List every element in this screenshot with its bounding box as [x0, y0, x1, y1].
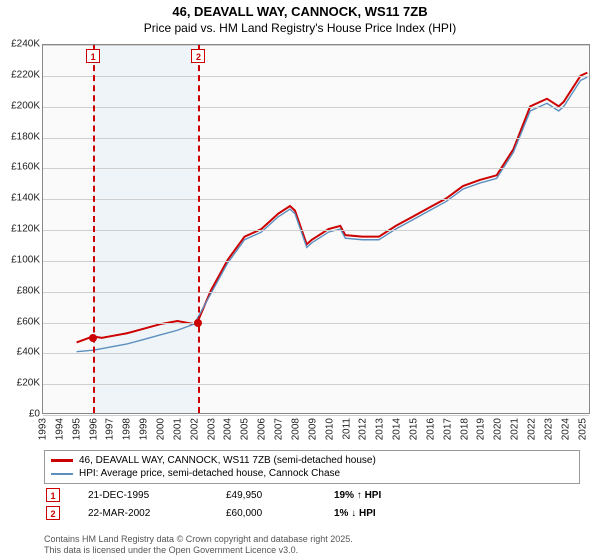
chart-title: 46, DEAVALL WAY, CANNOCK, WS11 7ZB: [0, 0, 600, 21]
legend-swatch-2: [51, 473, 73, 475]
transaction-date: 21-DEC-1995: [88, 490, 198, 501]
y-axis-tick: £140K: [0, 193, 40, 204]
x-axis-tick: 2021: [510, 418, 521, 440]
footer-attribution: Contains HM Land Registry data © Crown c…: [44, 534, 353, 557]
x-axis-tick: 2002: [189, 418, 200, 440]
transactions-list: 1 21-DEC-1995 £49,950 19% ↑ HPI 2 22-MAR-2002…: [44, 484, 580, 520]
marker-label: 1: [86, 49, 100, 63]
grid-line: [43, 323, 589, 324]
grid-line: [43, 168, 589, 169]
x-axis-tick: 1994: [54, 418, 65, 440]
x-axis-tick: 2024: [560, 418, 571, 440]
grid-line: [43, 45, 589, 46]
x-axis-tick: 2022: [526, 418, 537, 440]
legend-swatch-1: [51, 459, 73, 462]
marker-dot: [89, 334, 97, 342]
y-axis-tick: £160K: [0, 162, 40, 173]
x-axis-tick: 2019: [476, 418, 487, 440]
x-axis-tick: 1999: [139, 418, 150, 440]
grid-line: [43, 415, 589, 416]
x-axis-tick: 2001: [172, 418, 183, 440]
legend-label-2: HPI: Average price, semi-detached house,…: [79, 468, 340, 479]
x-axis-tick: 2017: [442, 418, 453, 440]
x-axis-tick: 2000: [156, 418, 167, 440]
plot-area: 1993199419951996199719981999200020012002…: [42, 44, 590, 414]
chart-lines: [43, 45, 589, 413]
legend-row-2: HPI: Average price, semi-detached house,…: [51, 467, 573, 480]
series-hpi: [77, 77, 588, 351]
footer-line-2: This data is licensed under the Open Gov…: [44, 545, 353, 556]
x-axis-tick: 2010: [324, 418, 335, 440]
x-axis-tick: 2004: [223, 418, 234, 440]
y-axis-tick: £100K: [0, 254, 40, 265]
x-axis-tick: 2011: [341, 418, 352, 440]
transaction-marker: 2: [46, 506, 60, 520]
y-axis-tick: £0: [0, 409, 40, 420]
chart-container: 46, DEAVALL WAY, CANNOCK, WS11 7ZB Price…: [0, 0, 600, 560]
legend-box: 46, DEAVALL WAY, CANNOCK, WS11 7ZB (semi…: [44, 450, 580, 484]
x-axis-tick: 2009: [307, 418, 318, 440]
y-axis-tick: £40K: [0, 347, 40, 358]
y-axis-tick: £180K: [0, 131, 40, 142]
x-axis-tick: 2008: [290, 418, 301, 440]
footer-line-1: Contains HM Land Registry data © Crown c…: [44, 534, 353, 545]
transaction-delta: 1% ↓ HPI: [334, 508, 376, 519]
x-axis-tick: 2007: [274, 418, 285, 440]
y-axis-tick: £220K: [0, 69, 40, 80]
marker-label: 2: [191, 49, 205, 63]
y-axis-tick: £60K: [0, 316, 40, 327]
transaction-price: £49,950: [226, 490, 306, 501]
grid-line: [43, 230, 589, 231]
x-axis-tick: 2016: [425, 418, 436, 440]
transaction-price: £60,000: [226, 508, 306, 519]
y-axis-tick: £120K: [0, 224, 40, 235]
grid-line: [43, 384, 589, 385]
y-axis-tick: £80K: [0, 285, 40, 296]
legend-row-1: 46, DEAVALL WAY, CANNOCK, WS11 7ZB (semi…: [51, 454, 573, 467]
x-axis-tick: 2003: [206, 418, 217, 440]
y-axis-tick: £200K: [0, 100, 40, 111]
x-axis-tick: 2015: [408, 418, 419, 440]
x-axis-tick: 2005: [240, 418, 251, 440]
series-price_paid: [77, 73, 588, 343]
transaction-delta: 19% ↑ HPI: [334, 490, 381, 501]
x-axis-tick: 2023: [543, 418, 554, 440]
x-axis-tick: 1996: [88, 418, 99, 440]
transaction-marker: 1: [46, 488, 60, 502]
x-axis-tick: 2025: [577, 418, 588, 440]
x-axis-tick: 1993: [38, 418, 49, 440]
x-axis-tick: 1998: [122, 418, 133, 440]
grid-line: [43, 353, 589, 354]
grid-line: [43, 199, 589, 200]
x-axis-tick: 2013: [375, 418, 386, 440]
grid-line: [43, 107, 589, 108]
grid-line: [43, 76, 589, 77]
transaction-row: 2 22-MAR-2002 £60,000 1% ↓ HPI: [44, 502, 580, 520]
grid-line: [43, 292, 589, 293]
x-axis-tick: 2018: [459, 418, 470, 440]
x-axis-tick: 2020: [493, 418, 504, 440]
marker-dot: [194, 319, 202, 327]
legend-and-transactions: 46, DEAVALL WAY, CANNOCK, WS11 7ZB (semi…: [44, 450, 580, 520]
y-axis-tick: £240K: [0, 39, 40, 50]
x-axis-tick: 1997: [105, 418, 116, 440]
chart-subtitle: Price paid vs. HM Land Registry's House …: [0, 21, 600, 41]
x-axis-tick: 2014: [392, 418, 403, 440]
x-axis-tick: 2006: [257, 418, 268, 440]
x-axis-tick: 1995: [71, 418, 82, 440]
transaction-row: 1 21-DEC-1995 £49,950 19% ↑ HPI: [44, 484, 580, 502]
legend-label-1: 46, DEAVALL WAY, CANNOCK, WS11 7ZB (semi…: [79, 455, 376, 466]
grid-line: [43, 138, 589, 139]
transaction-date: 22-MAR-2002: [88, 508, 198, 519]
marker-line: [198, 45, 200, 413]
x-axis-tick: 2012: [358, 418, 369, 440]
y-axis-tick: £20K: [0, 378, 40, 389]
grid-line: [43, 261, 589, 262]
marker-line: [93, 45, 95, 413]
